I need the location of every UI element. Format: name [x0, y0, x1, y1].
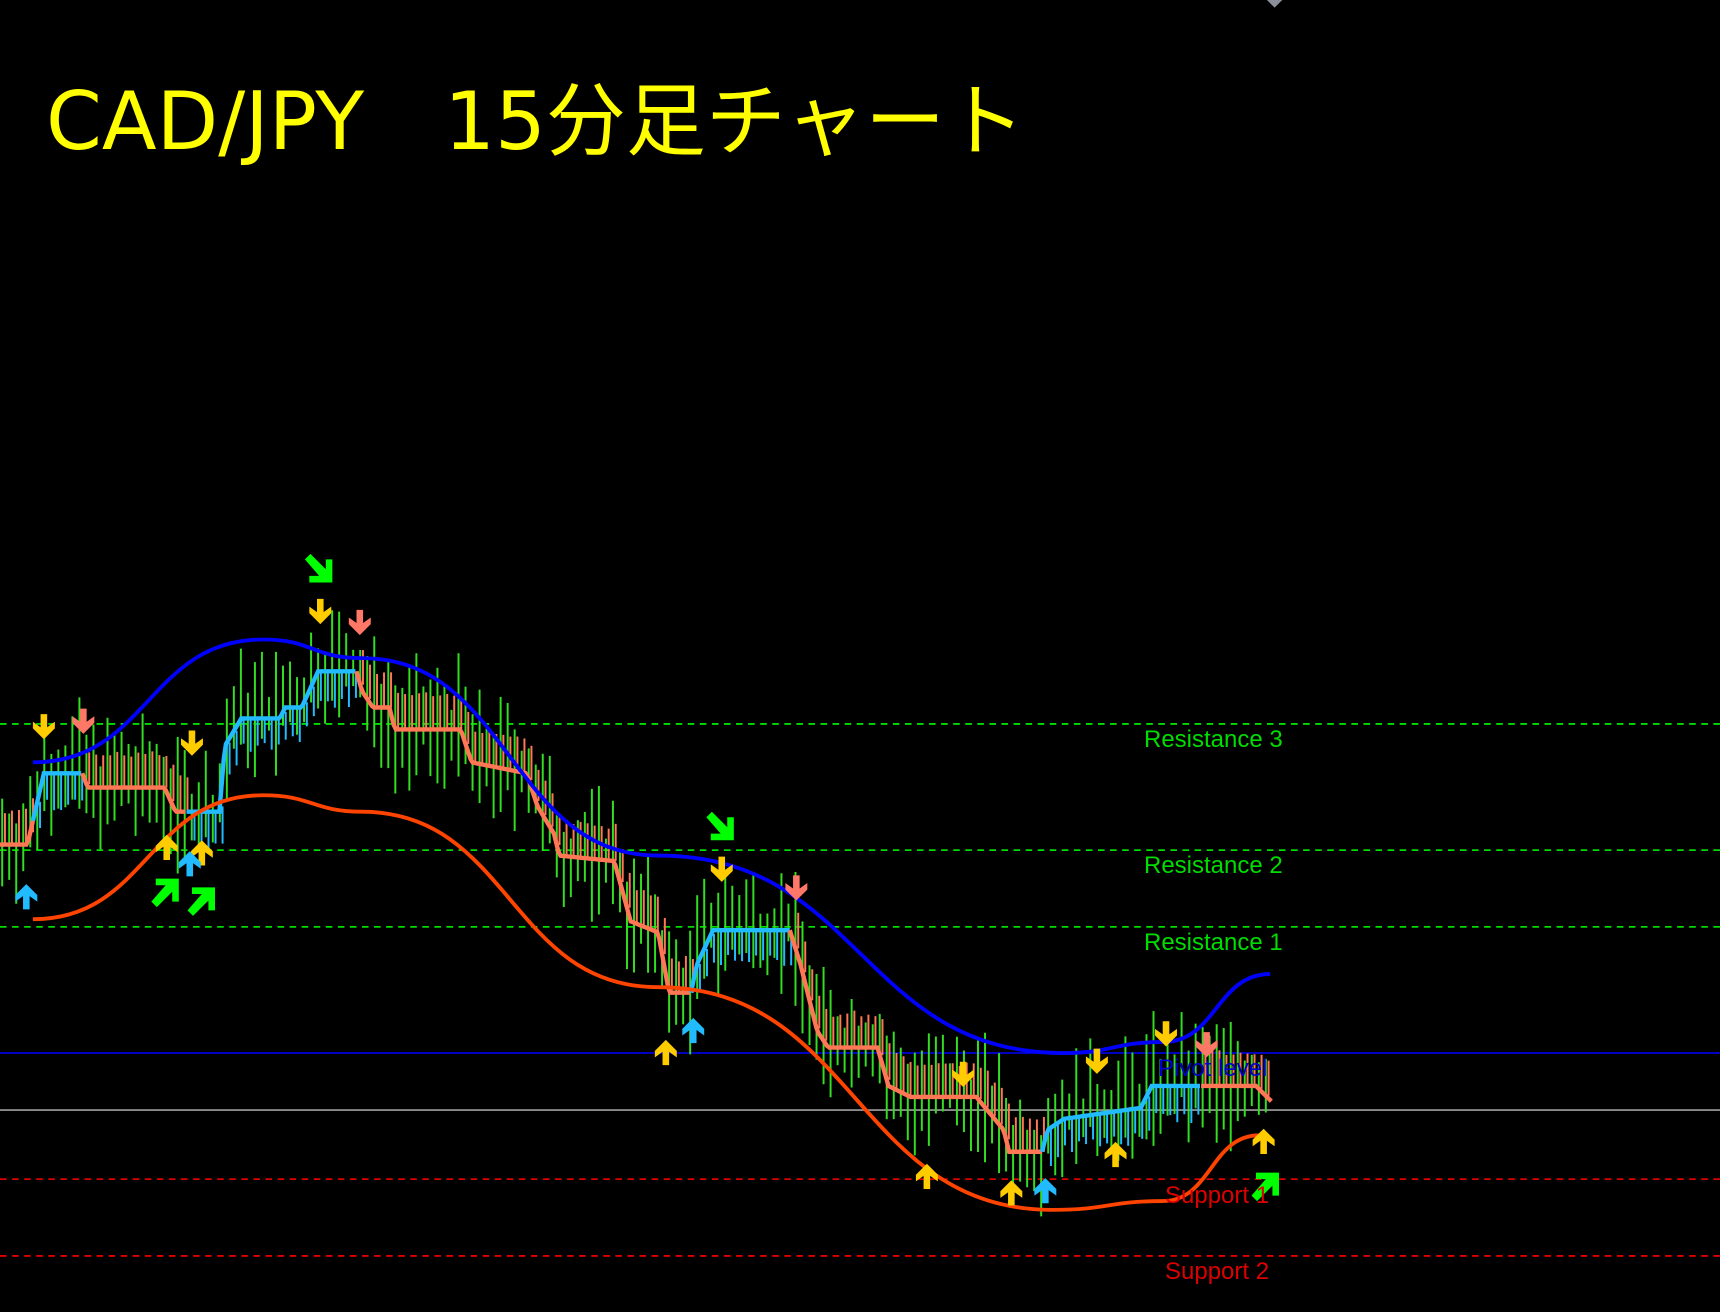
chart-title: CAD/JPY 15分足チャート	[46, 75, 1026, 168]
trend-line-down	[80, 772, 186, 814]
lower-band-line	[32, 793, 1260, 1212]
signal-arrow-up-icon	[15, 884, 38, 910]
label-resistance-3: Resistance 3	[1144, 726, 1283, 753]
upper-band-line	[32, 637, 1271, 1055]
signal-arrow-down-icon	[785, 875, 808, 901]
trend-line-down	[787, 929, 1043, 1154]
label-resistance-1: Resistance 1	[1144, 929, 1283, 956]
signal-arrow-down-icon	[1195, 1032, 1218, 1058]
signal-arrow-up-icon	[1034, 1178, 1057, 1204]
signal-arrow-up-right-icon	[187, 887, 215, 916]
signal-arrow-up-right-icon	[151, 878, 179, 908]
trend-line-down	[354, 670, 690, 995]
signal-arrow-up-icon	[1000, 1180, 1023, 1206]
signal-arrow-up-icon	[1104, 1141, 1127, 1168]
trend-line-down	[1201, 1083, 1273, 1103]
signal-arrow-down-icon	[1155, 1021, 1177, 1047]
signal-arrow-up-icon	[915, 1163, 938, 1190]
signal-arrow-down-icon	[72, 708, 95, 734]
signal-arrow-down-icon	[1085, 1048, 1108, 1074]
chart-shift-marker-icon	[1266, 0, 1283, 8]
label-support-1: Support 1	[1165, 1182, 1270, 1209]
trend-line-up	[1039, 1083, 1201, 1153]
trend-line-down	[0, 820, 36, 847]
signal-arrow-up-icon	[155, 834, 178, 860]
trend-line-up	[688, 927, 790, 994]
signal-arrow-down-icon	[180, 730, 203, 756]
signal-arrow-up-icon	[178, 851, 201, 877]
signal-arrow-down-icon	[348, 609, 371, 636]
label-support-2: Support 2	[1165, 1258, 1270, 1285]
signal-arrow-down-right-icon	[304, 553, 333, 583]
signal-arrow-up-icon	[190, 840, 213, 866]
signal-arrow-up-icon	[1252, 1128, 1275, 1154]
signal-arrow-down-icon	[32, 714, 55, 740]
signal-arrow-up-right-icon	[1251, 1172, 1279, 1202]
signal-arrow-up-icon	[654, 1039, 677, 1066]
signal-arrow-down-icon	[952, 1061, 975, 1088]
signal-arrow-down-icon	[710, 856, 733, 882]
trend-line-up	[30, 771, 82, 822]
signal-arrow-up-icon	[682, 1017, 705, 1044]
signal-arrow-down-right-icon	[706, 811, 734, 841]
signal-arrow-down-icon	[309, 598, 332, 625]
trend-line-up	[186, 669, 356, 814]
label-resistance-2: Resistance 2	[1144, 852, 1283, 879]
label-pivot-level: Pivot level	[1158, 1055, 1268, 1082]
